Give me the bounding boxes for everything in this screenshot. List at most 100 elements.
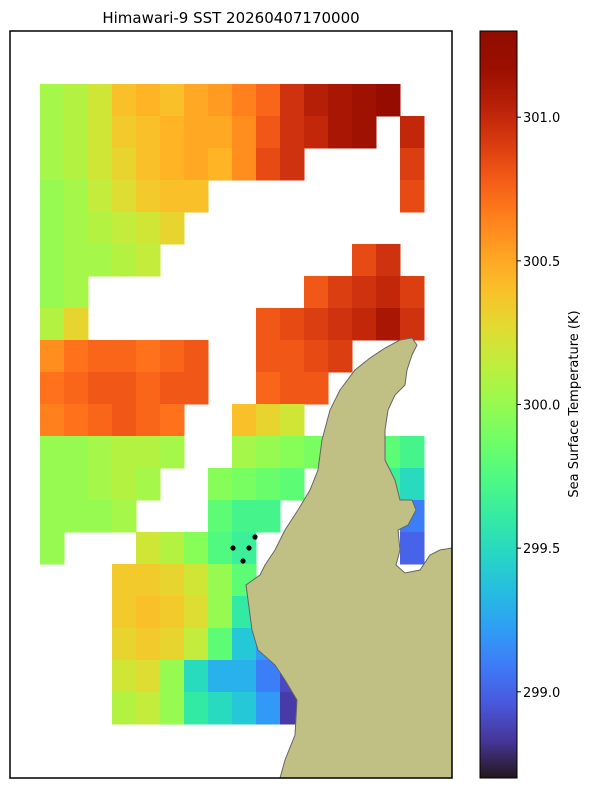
- sst-cell: [400, 308, 425, 341]
- colorbar-tick-label: 300.5: [523, 255, 560, 270]
- sst-cell: [232, 116, 257, 149]
- sst-cell: [160, 212, 185, 245]
- sst-cell: [256, 148, 281, 181]
- sst-cell: [208, 660, 233, 693]
- colorbar-label: Sea Surface Temperature (K): [567, 310, 582, 497]
- sst-cell: [184, 84, 209, 117]
- sst-cell: [64, 180, 89, 213]
- sst-cell: [136, 372, 161, 405]
- sst-cell: [400, 148, 425, 181]
- sst-cell: [64, 244, 89, 277]
- sst-cell: [400, 116, 425, 149]
- sst-cell: [208, 84, 233, 117]
- sst-cell: [256, 692, 281, 725]
- sst-cell: [280, 468, 305, 501]
- sst-cell: [136, 660, 161, 693]
- sst-cell: [112, 340, 137, 373]
- sst-cell: [40, 500, 65, 533]
- sst-cell: [256, 372, 281, 405]
- sst-cell: [352, 308, 377, 341]
- sst-cell: [40, 244, 65, 277]
- sst-cell: [256, 340, 281, 373]
- sst-cell: [208, 500, 233, 533]
- sst-cell: [376, 84, 401, 117]
- sst-cell: [40, 340, 65, 373]
- sst-cell: [304, 276, 329, 309]
- sst-cell: [136, 212, 161, 245]
- sst-cell: [112, 564, 137, 597]
- sst-cell: [64, 212, 89, 245]
- sst-cell: [112, 212, 137, 245]
- sst-cell: [64, 308, 89, 341]
- sst-cell: [40, 116, 65, 149]
- sst-cell: [256, 84, 281, 117]
- sst-cell: [136, 180, 161, 213]
- station: [240, 558, 246, 564]
- sst-cell: [88, 500, 113, 533]
- sst-cell: [184, 692, 209, 725]
- colorbar-tick-label: 301.0: [523, 111, 560, 126]
- sst-cell: [160, 628, 185, 661]
- sst-cell: [64, 84, 89, 117]
- sst-cell: [136, 596, 161, 629]
- sst-cell: [112, 244, 137, 277]
- sst-cell: [352, 116, 377, 149]
- sst-cell: [88, 180, 113, 213]
- sst-cell: [136, 404, 161, 437]
- sst-cell: [304, 372, 329, 405]
- sst-cell: [184, 564, 209, 597]
- sst-cell: [88, 148, 113, 181]
- sst-cell: [280, 404, 305, 437]
- sst-cell: [136, 84, 161, 117]
- sst-cell: [112, 596, 137, 629]
- colorbar: [479, 30, 518, 779]
- sst-cell: [328, 308, 353, 341]
- sst-cell: [64, 276, 89, 309]
- sst-cell: [64, 116, 89, 149]
- sst-cell: [112, 148, 137, 181]
- sst-cell: [304, 116, 329, 149]
- sst-cell: [64, 372, 89, 405]
- sst-cell: [208, 628, 233, 661]
- sst-cell: [112, 84, 137, 117]
- sst-cell: [136, 148, 161, 181]
- sst-cell: [208, 596, 233, 629]
- sst-cell: [184, 628, 209, 661]
- sst-cell: [184, 180, 209, 213]
- sst-cell: [160, 340, 185, 373]
- sst-cell: [88, 244, 113, 277]
- sst-cell: [64, 500, 89, 533]
- sst-cell: [88, 84, 113, 117]
- sst-cell: [256, 468, 281, 501]
- sst-cell: [40, 84, 65, 117]
- sst-cell: [40, 436, 65, 469]
- sst-cell: [256, 308, 281, 341]
- sst-cell: [256, 436, 281, 469]
- sst-cell: [88, 436, 113, 469]
- sst-cell: [256, 500, 281, 533]
- sst-cell: [112, 692, 137, 725]
- sst-cell: [280, 372, 305, 405]
- land: [245, 337, 452, 778]
- sst-cell: [112, 180, 137, 213]
- sst-cell: [160, 692, 185, 725]
- sst-cell: [376, 308, 401, 341]
- sst-cell: [376, 276, 401, 309]
- sst-cell: [160, 436, 185, 469]
- sst-cell: [64, 404, 89, 437]
- sst-cell: [160, 564, 185, 597]
- sst-cell: [400, 436, 425, 469]
- sst-cell: [400, 468, 425, 501]
- sst-cell: [88, 468, 113, 501]
- sst-cell: [64, 468, 89, 501]
- sst-cell: [328, 340, 353, 373]
- sst-cell: [64, 148, 89, 181]
- sst-cell: [304, 84, 329, 117]
- sst-cell: [136, 116, 161, 149]
- sst-cell: [40, 468, 65, 501]
- sst-cell: [160, 180, 185, 213]
- sst-cell: [280, 116, 305, 149]
- sst-cell: [280, 84, 305, 117]
- sst-cell: [136, 532, 161, 565]
- sst-cell: [40, 532, 65, 565]
